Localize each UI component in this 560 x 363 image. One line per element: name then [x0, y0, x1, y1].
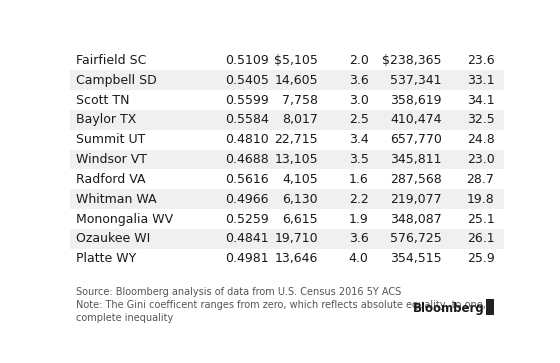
Text: 2.0: 2.0 — [349, 54, 368, 67]
Text: 24.8: 24.8 — [466, 133, 494, 146]
Text: 358,619: 358,619 — [390, 94, 442, 107]
Text: Scott TN: Scott TN — [76, 94, 129, 107]
FancyBboxPatch shape — [70, 209, 504, 229]
Text: 410,474: 410,474 — [390, 113, 442, 126]
Text: 22,715: 22,715 — [274, 133, 318, 146]
FancyBboxPatch shape — [70, 70, 504, 90]
Text: 3.6: 3.6 — [349, 74, 368, 87]
Text: Whitman WA: Whitman WA — [76, 193, 156, 206]
Text: 0.5584: 0.5584 — [225, 113, 269, 126]
Text: Ozaukee WI: Ozaukee WI — [76, 232, 150, 245]
Text: 26.1: 26.1 — [467, 232, 494, 245]
Text: $238,365: $238,365 — [382, 54, 442, 67]
Text: 34.1: 34.1 — [467, 94, 494, 107]
Text: 13,105: 13,105 — [274, 153, 318, 166]
Text: 576,725: 576,725 — [390, 232, 442, 245]
Text: 3.0: 3.0 — [349, 94, 368, 107]
Text: 0.4981: 0.4981 — [225, 252, 269, 265]
Text: 8,017: 8,017 — [282, 113, 318, 126]
Text: 287,568: 287,568 — [390, 173, 442, 186]
FancyBboxPatch shape — [70, 50, 504, 70]
FancyBboxPatch shape — [70, 110, 504, 130]
Text: Platte WY: Platte WY — [76, 252, 136, 265]
Text: 0.5109: 0.5109 — [225, 54, 269, 67]
Text: Fairfield SC: Fairfield SC — [76, 54, 146, 67]
FancyBboxPatch shape — [486, 299, 493, 315]
Text: Source: Bloomberg analysis of data from U.S. Census 2016 5Y ACS
Note: The Gini c: Source: Bloomberg analysis of data from … — [76, 287, 486, 323]
Text: Summit UT: Summit UT — [76, 133, 145, 146]
Text: 0.4841: 0.4841 — [225, 232, 269, 245]
Text: 19.8: 19.8 — [466, 193, 494, 206]
Text: 4,105: 4,105 — [282, 173, 318, 186]
Text: 3.4: 3.4 — [349, 133, 368, 146]
Text: 6,130: 6,130 — [282, 193, 318, 206]
Text: 25.1: 25.1 — [466, 212, 494, 225]
Text: 23.0: 23.0 — [466, 153, 494, 166]
Text: Monongalia WV: Monongalia WV — [76, 212, 173, 225]
Text: 0.5405: 0.5405 — [225, 74, 269, 87]
Text: 2.2: 2.2 — [349, 193, 368, 206]
Text: 345,811: 345,811 — [390, 153, 442, 166]
Text: Bloomberg: Bloomberg — [413, 302, 484, 315]
Text: Baylor TX: Baylor TX — [76, 113, 136, 126]
Text: 0.5259: 0.5259 — [225, 212, 269, 225]
Text: 25.9: 25.9 — [466, 252, 494, 265]
Text: 33.1: 33.1 — [467, 74, 494, 87]
Text: 354,515: 354,515 — [390, 252, 442, 265]
Text: 23.6: 23.6 — [467, 54, 494, 67]
Text: 657,770: 657,770 — [390, 133, 442, 146]
Text: 6,615: 6,615 — [282, 212, 318, 225]
Text: 19,710: 19,710 — [274, 232, 318, 245]
FancyBboxPatch shape — [70, 189, 504, 209]
Text: 4.0: 4.0 — [349, 252, 368, 265]
Text: 0.4688: 0.4688 — [225, 153, 269, 166]
Text: $5,105: $5,105 — [274, 54, 318, 67]
Text: 0.5599: 0.5599 — [225, 94, 269, 107]
FancyBboxPatch shape — [70, 90, 504, 110]
FancyBboxPatch shape — [70, 130, 504, 150]
Text: 1.9: 1.9 — [349, 212, 368, 225]
Text: 13,646: 13,646 — [274, 252, 318, 265]
Text: 3.6: 3.6 — [349, 232, 368, 245]
Text: 0.4966: 0.4966 — [225, 193, 268, 206]
Text: Windsor VT: Windsor VT — [76, 153, 147, 166]
Text: 0.4810: 0.4810 — [225, 133, 269, 146]
Text: Radford VA: Radford VA — [76, 173, 145, 186]
Text: 32.5: 32.5 — [466, 113, 494, 126]
Text: 2.5: 2.5 — [349, 113, 368, 126]
FancyBboxPatch shape — [70, 170, 504, 189]
Text: 348,087: 348,087 — [390, 212, 442, 225]
FancyBboxPatch shape — [70, 150, 504, 170]
Text: 219,077: 219,077 — [390, 193, 442, 206]
Text: 537,341: 537,341 — [390, 74, 442, 87]
Text: 14,605: 14,605 — [274, 74, 318, 87]
Text: 0.5616: 0.5616 — [225, 173, 269, 186]
Text: 7,758: 7,758 — [282, 94, 318, 107]
Text: 28.7: 28.7 — [466, 173, 494, 186]
FancyBboxPatch shape — [70, 229, 504, 249]
Text: 1.6: 1.6 — [349, 173, 368, 186]
FancyBboxPatch shape — [70, 249, 504, 269]
Text: 3.5: 3.5 — [349, 153, 368, 166]
Text: Campbell SD: Campbell SD — [76, 74, 156, 87]
